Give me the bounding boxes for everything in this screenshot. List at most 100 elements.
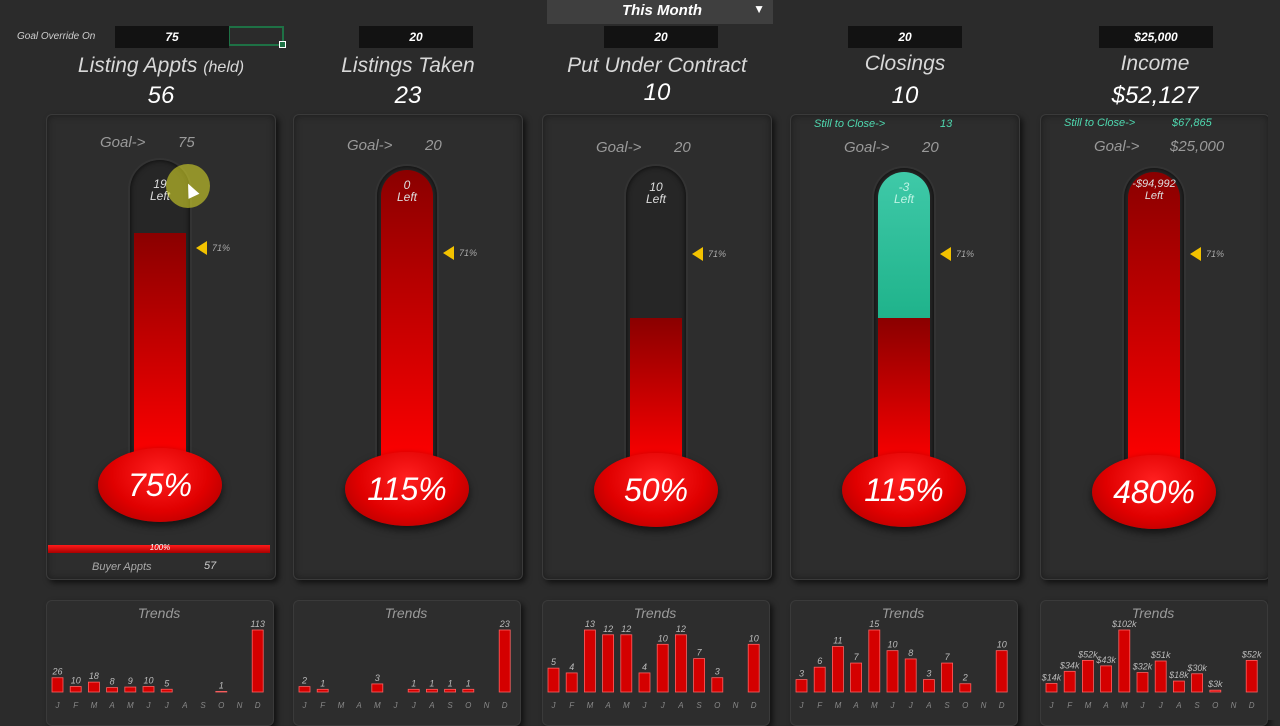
trend-bar-m-4 [1118,629,1131,693]
trend-month-label: F [73,701,79,710]
trend-month-label: A [428,701,434,710]
trend-month-label: O [714,701,720,710]
pace-marker-label: 71% [956,249,975,259]
metric-listings-taken: Listings Taken 23 Goal-> 20 0 Left 71% 115… [293,0,523,726]
trend-bar-m-4 [124,686,137,693]
trend-bar-o-9 [711,677,724,693]
goal-override-label: Goal Override On [17,31,96,42]
pace-marker-label: 71% [212,243,231,253]
trend-month-label: N [484,701,490,710]
trend-data-label: 1 [429,678,434,688]
trend-bar-j-6 [407,688,420,693]
trend-data-label: $32k [1132,662,1153,672]
trend-bar-j-6 [656,643,669,693]
trend-panel [293,600,521,726]
trend-data-label: 7 [854,652,860,662]
trend-data-label: $51k [1150,650,1171,660]
trend-bar-j-0 [1045,683,1058,693]
trend-data-label: 10 [658,633,668,643]
trend-month-label: S [447,701,453,710]
trend-month-label: J [1140,701,1146,710]
trend-bar-d-11 [498,629,511,693]
percent-bulb: 480% [1092,455,1216,529]
trend-month-label: D [999,701,1005,710]
trend-month-label: D [751,701,757,710]
pace-marker-label: 71% [459,248,478,258]
pace-marker-icon [196,241,207,255]
trend-bar-j-0 [795,679,808,693]
trend-data-label: 15 [869,619,880,629]
metric-title: Closings [864,52,946,75]
trend-bar-s-8 [693,658,706,693]
trend-month-label: S [1194,701,1200,710]
left-count: 0 Left [396,178,417,204]
trend-data-label: $52k [1241,649,1262,659]
trend-bar-s-8 [444,688,457,693]
buyer-appts-label: Buyer Appts [92,561,152,573]
trend-month-label: M [1121,701,1128,710]
metric-closings: Closings 10 Still to Close-> 13 Goal-> 20 … [790,0,1020,726]
goal-input-income[interactable]: $25,000 [1099,26,1213,48]
selected-cell[interactable] [228,26,286,48]
thermometer-tube [1124,168,1184,468]
trend-month-label: A [1175,701,1181,710]
trend-month-label: J [908,701,914,710]
trend-data-label: 23 [499,619,510,629]
trend-data-label: 1 [320,678,325,688]
chevron-down-icon[interactable]: ▼ [753,2,765,16]
trend-data-label: 7 [697,648,703,658]
trend-month-label: A [677,701,683,710]
left-count: -$94,992 Left [1132,178,1176,202]
trend-month-label: F [1067,701,1073,710]
buyer-progress-label: 100% [149,543,171,552]
thermometer-tube [130,160,190,460]
trend-month-label: O [1212,701,1218,710]
trend-data-label: 12 [676,624,686,634]
trend-data-label: 8 [908,648,913,658]
trend-month-label: J [799,701,805,710]
goal-input-listings-taken[interactable]: 20 [359,26,473,48]
trend-bar-j-6 [904,658,917,693]
trend-month-label: N [237,701,243,710]
trend-month-label: A [108,701,114,710]
trend-month-label: J [1049,701,1055,710]
trend-bar-d-11 [1245,659,1258,693]
thermometer-fill [878,318,930,468]
trend-bar-m-2 [584,629,596,693]
trend-bar-a-7 [922,679,935,693]
trend-month-label: M [587,701,594,710]
trend-data-label: 3 [799,669,804,679]
trend-month-label: A [181,701,187,710]
trend-month-label: A [925,701,931,710]
period-select[interactable]: This Month ▼ [547,0,773,24]
trend-month-label: A [1102,701,1108,710]
trend-bar-j-0 [298,686,311,693]
trend-month-label: N [981,701,987,710]
trend-chart: 3 J 6 F 11 M 7 A 15 M 10 J 8 J 3 A 7 S 2 O N 10 D [795,619,1008,710]
trend-bar-j-5 [142,686,155,693]
trend-month-label: J [55,701,61,710]
trend-month-label: J [302,701,308,710]
trend-data-label: 12 [621,624,631,634]
trend-month-label: J [660,701,666,710]
buyer-appts-value: 57 [204,560,217,572]
thermometer-over-fill [878,172,930,318]
trend-bar-f-1 [565,672,578,693]
goal-input-put-under-contract[interactable]: 20 [604,26,718,48]
trend-data-label: 13 [585,619,595,629]
metric-value: 23 [394,82,422,109]
trend-month-label: S [200,701,206,710]
trend-bar-j-0 [547,667,560,693]
trend-month-label: J [551,701,557,710]
buyer-progress-bar [48,545,270,553]
trend-bar-f-1 [1063,670,1076,693]
trend-data-label: 10 [887,640,897,650]
trend-bar-j-5 [886,650,899,693]
trend-bar-m-4 [371,683,384,693]
goal-input-listing-appts[interactable]: 75 [115,26,229,48]
percent-bulb: 75% [98,448,222,522]
goal-input-closings[interactable]: 20 [848,26,962,48]
trend-data-label: $52k [1077,649,1098,659]
right-edge [1268,0,1280,720]
trend-data-label: 3 [926,669,931,679]
